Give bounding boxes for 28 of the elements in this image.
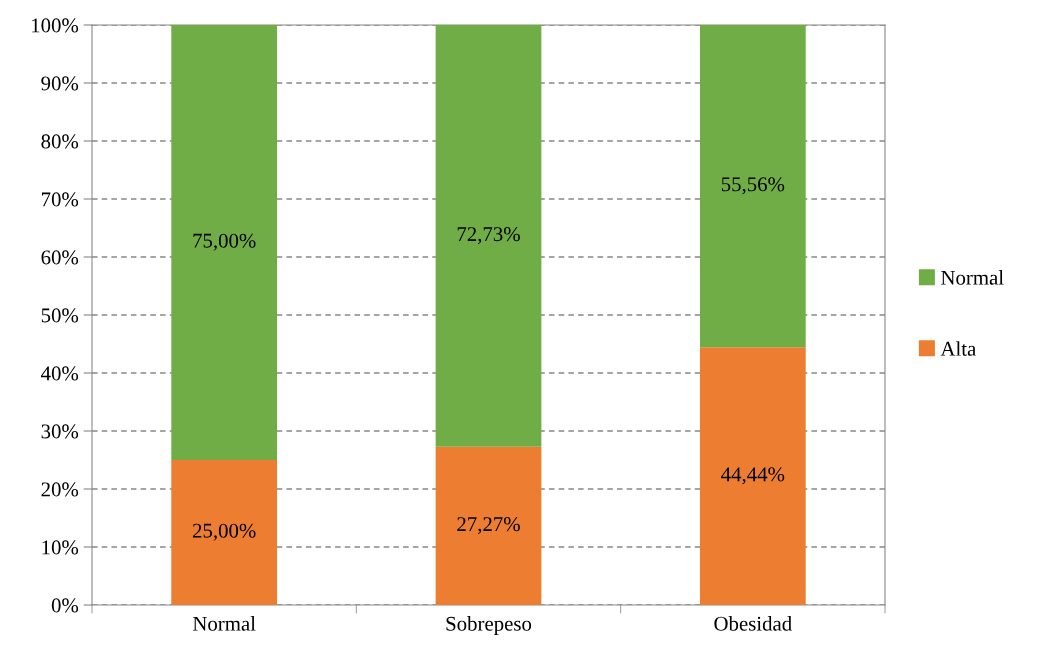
data-label: 25,00%	[192, 523, 256, 541]
y-tick-label: 40%	[41, 366, 79, 381]
y-tick-label: 90%	[41, 76, 79, 91]
data-label: 44,44%	[721, 467, 785, 485]
bar	[171, 460, 278, 605]
bar	[171, 25, 278, 460]
y-tick-label: 30%	[41, 424, 79, 439]
y-tick-label: 0%	[51, 598, 79, 613]
legend-label: Alta	[940, 341, 977, 356]
data-label: 55,56%	[721, 177, 785, 195]
y-tick-label: 100%	[32, 18, 79, 33]
bar	[699, 25, 806, 348]
bar	[435, 446, 542, 605]
y-tick-label: 20%	[41, 482, 79, 497]
y-tick-label: 70%	[41, 192, 79, 207]
data-label: 75,00%	[193, 233, 256, 251]
legend-label: Normal	[941, 270, 1004, 285]
x-tick-label: Obesidad	[714, 616, 792, 631]
bar	[435, 25, 542, 447]
data-label: 72,73%	[457, 227, 520, 245]
y-tick-label: 60%	[41, 250, 79, 265]
y-tick-label: 80%	[41, 134, 79, 149]
x-tick-label: Normal	[192, 616, 256, 631]
y-tick-label: 10%	[42, 540, 79, 555]
bar	[699, 347, 806, 605]
x-tick-label: Sobrepeso	[446, 616, 532, 635]
data-label: 27,27%	[457, 517, 520, 535]
y-tick-label: 50%	[41, 308, 79, 323]
